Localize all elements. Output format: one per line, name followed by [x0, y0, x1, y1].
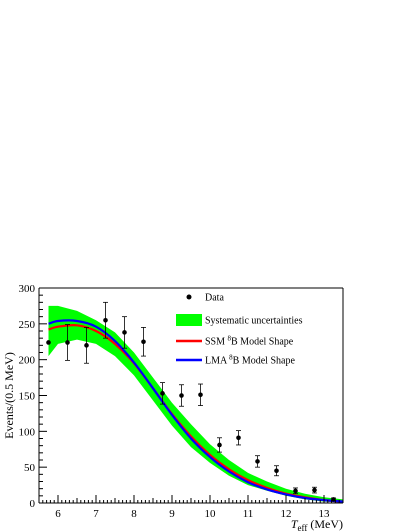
- y-tick-label: 200: [19, 355, 36, 367]
- data-point: [236, 430, 241, 446]
- axes: 6 7 8 9 10 11 12 13 0 50 100 150 200 250 300: [19, 283, 344, 520]
- data-marker: [255, 459, 260, 464]
- x-tick-label: 8: [131, 508, 137, 520]
- legend-label-sup: 8: [228, 335, 232, 343]
- data-point: [198, 383, 203, 406]
- data-point: [103, 301, 108, 339]
- data-point: [293, 487, 298, 495]
- data-marker: [274, 468, 279, 474]
- model-curves-layer: [48, 319, 343, 503]
- data-point: [84, 327, 89, 364]
- legend-label: Systematic uncertainties: [205, 316, 303, 327]
- legend-item-data: Data: [186, 293, 224, 304]
- x-axis-title-unit: (MeV): [307, 517, 343, 531]
- data-marker: [293, 488, 298, 494]
- y-tick-label: 100: [19, 426, 36, 438]
- data-marker: [179, 393, 184, 398]
- x-tick-label: 12: [281, 508, 292, 520]
- lma-model-curve: [48, 319, 343, 503]
- data-point: [141, 327, 146, 357]
- data-point: [65, 324, 70, 361]
- data-marker: [122, 330, 127, 335]
- data-point: [255, 455, 260, 468]
- legend-item-lma: LMA 8B Model Shape: [176, 354, 295, 367]
- x-axis-title: Teff (MeV): [291, 517, 343, 532]
- data-marker: [65, 340, 70, 345]
- legend-data-symbol: [186, 294, 192, 300]
- ssm-model-curve: [48, 324, 343, 503]
- data-marker: [141, 339, 146, 345]
- data-marker: [160, 391, 165, 396]
- data-point: [312, 486, 317, 494]
- data-marker: [198, 392, 203, 398]
- legend-label-pre: LMA: [205, 356, 229, 367]
- data-point: [46, 340, 51, 345]
- data-point: [179, 384, 184, 407]
- legend-label: SSM 8B Model Shape: [205, 335, 294, 348]
- x-tick-label: 9: [169, 508, 175, 520]
- data-marker: [217, 442, 222, 448]
- systematic-band-layer: [48, 305, 343, 503]
- legend-label: Data: [205, 293, 224, 304]
- legend-label-sup: 8: [229, 354, 233, 362]
- data-marker: [331, 497, 336, 502]
- legend-label-pre: SSM: [205, 337, 228, 348]
- y-axis-title: Events/(0.5 MeV): [2, 352, 16, 439]
- x-axis-title-sub: eff: [298, 523, 308, 532]
- legend-label-post: B Model Shape: [233, 356, 296, 367]
- x-tick-label: 6: [55, 508, 61, 520]
- legend-band-swatch: [176, 314, 202, 326]
- x-tick-label: 13: [319, 508, 331, 520]
- data-point: [217, 437, 222, 453]
- data-point: [122, 316, 127, 349]
- data-marker: [312, 487, 317, 493]
- data-marker: [84, 343, 89, 348]
- data-marker: [103, 317, 108, 323]
- x-tick-label: 10: [205, 508, 217, 520]
- x-tick-label: 7: [93, 508, 99, 520]
- x-axis-title-main: T: [291, 517, 299, 531]
- data-point: [274, 465, 279, 477]
- y-tick-label: 0: [30, 498, 36, 510]
- data-point: [160, 382, 165, 405]
- y-tick-label: 300: [19, 283, 36, 295]
- legend-item-ssm: SSM 8B Model Shape: [176, 335, 294, 348]
- data-marker: [46, 340, 51, 345]
- y-tick-label: 250: [19, 319, 36, 331]
- x-tick-label: 11: [243, 508, 254, 520]
- legend-label-post: B Model Shape: [231, 337, 294, 348]
- systematic-uncertainty-band: [48, 305, 343, 503]
- data-points-layer: [46, 301, 336, 502]
- legend-label: LMA 8B Model Shape: [205, 354, 295, 367]
- axis-titles: Events/(0.5 MeV) Teff (MeV): [2, 352, 343, 532]
- legend-item-band: Systematic uncertainties: [176, 314, 303, 327]
- y-tick-label: 50: [24, 462, 36, 474]
- data-marker: [236, 435, 241, 441]
- y-tick-label: 150: [19, 391, 36, 403]
